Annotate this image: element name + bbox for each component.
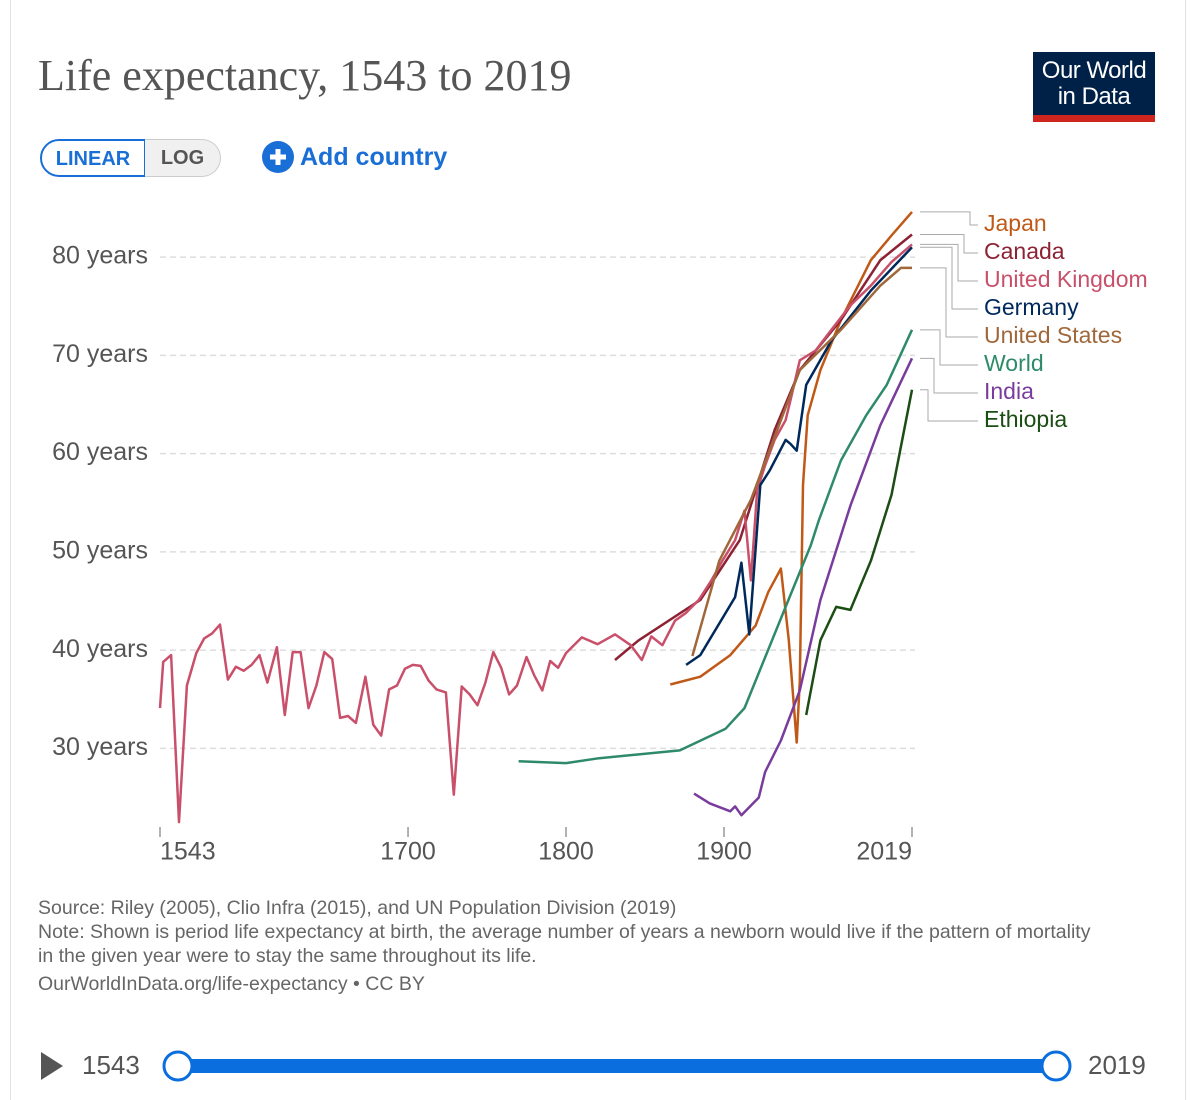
series-line — [804, 389, 914, 716]
legend-label: Japan — [984, 210, 1047, 236]
x-tick-label: 1700 — [380, 838, 436, 866]
play-button[interactable] — [41, 1052, 63, 1080]
legend-label: World — [984, 350, 1044, 376]
x-tick-label: 1800 — [538, 838, 594, 866]
y-tick-label: 30 years — [52, 733, 148, 761]
legend-connector — [920, 243, 978, 282]
log-button[interactable]: LOG — [145, 139, 221, 177]
timeline-handle[interactable] — [162, 1050, 194, 1082]
legend-connector — [920, 329, 978, 366]
legend-connector — [920, 389, 978, 422]
plus-icon — [262, 141, 294, 173]
y-tick-label: 70 years — [52, 340, 148, 368]
series-line — [518, 329, 914, 765]
series-line — [693, 357, 914, 817]
legend-label: India — [984, 378, 1034, 404]
legend-label: United States — [984, 322, 1122, 348]
logo[interactable]: Our World in Data — [1033, 52, 1155, 122]
url: OurWorldInData.org/life-expectancy • CC … — [38, 973, 425, 995]
chart-title: Life expectancy, 1543 to 2019 — [38, 51, 572, 100]
logo-line: Our World — [1041, 57, 1147, 84]
legend-label: Germany — [984, 294, 1079, 320]
x-tick-label: 1900 — [696, 838, 752, 866]
legend-label: United Kingdom — [984, 266, 1148, 292]
legend-connector — [920, 234, 978, 254]
y-tick-label: 80 years — [52, 242, 148, 270]
y-tick-label: 50 years — [52, 536, 148, 564]
legend-connector — [920, 267, 978, 338]
add-country-label: Add country — [300, 143, 448, 171]
timeline-start: 1543 — [82, 1050, 140, 1080]
x-tick-label: 2019 — [856, 838, 912, 866]
series-line — [691, 266, 912, 657]
timeline-track — [178, 1059, 1056, 1073]
card — [10, 0, 1186, 1100]
series-line — [614, 233, 913, 661]
series-line — [685, 246, 913, 666]
legend-label: Canada — [984, 238, 1065, 264]
y-tick-label: 40 years — [52, 635, 148, 663]
legend-label: Ethiopia — [984, 406, 1067, 432]
note: Note: Shown is period life expectancy at… — [38, 921, 1091, 967]
source: Source: Riley (2005), Clio Infra (2015),… — [38, 897, 677, 919]
legend-connector — [920, 246, 978, 310]
legend-connector — [920, 357, 978, 394]
timeline: 1543 2019 — [41, 1050, 1146, 1082]
x-tick-label: 1543 — [160, 838, 216, 866]
series-line — [669, 211, 913, 744]
y-tick-label: 60 years — [52, 438, 148, 466]
timeline-handle[interactable] — [1040, 1050, 1072, 1082]
series-line — [158, 243, 913, 824]
logo-line: in Data — [1057, 83, 1131, 110]
timeline-end: 2019 — [1088, 1050, 1146, 1080]
add-country-button[interactable]: Add country — [262, 140, 447, 174]
legend-connector — [920, 211, 978, 226]
